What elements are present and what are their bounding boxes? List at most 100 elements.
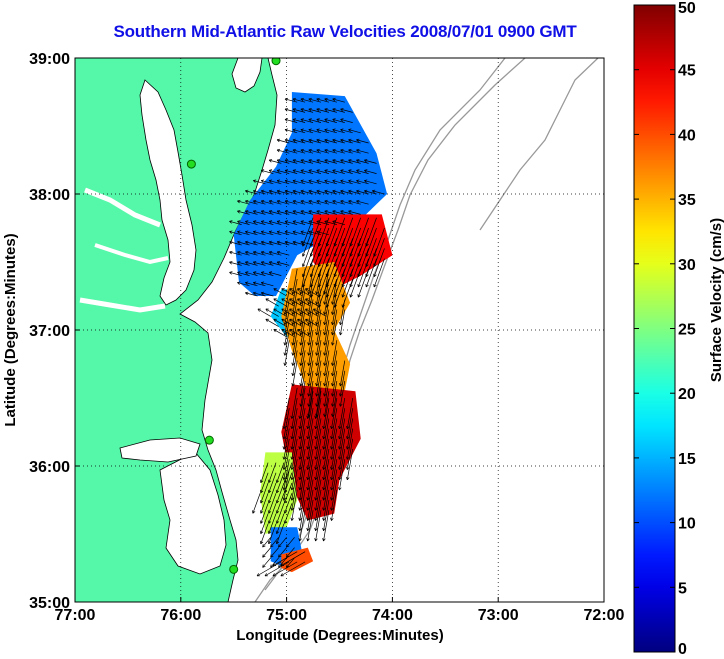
- velocity-arrow: [314, 459, 322, 491]
- velocity-arrow: [253, 240, 266, 246]
- velocity-arrow: [365, 227, 377, 257]
- velocity-arrow: [299, 370, 306, 397]
- velocity-arrow: [345, 428, 354, 460]
- velocity-arrow: [291, 268, 298, 295]
- velocity-arrow: [348, 138, 361, 144]
- velocity-arrow: [309, 227, 322, 257]
- velocity-arrow: [245, 240, 258, 246]
- velocity-arrow: [262, 557, 271, 568]
- velocity-arrow: [297, 298, 311, 307]
- velocity-arrow: [253, 281, 266, 287]
- velocity-arrow: [300, 179, 314, 185]
- velocity-arrow: [356, 138, 369, 144]
- velocity-arrow: [268, 189, 282, 195]
- velocity-arrow: [338, 448, 346, 481]
- velocity-arrow: [299, 309, 306, 336]
- velocity-arrow: [373, 248, 385, 278]
- velocity-arrow: [308, 199, 322, 205]
- velocity-arrow: [307, 319, 314, 346]
- velocity-arrow: [322, 499, 330, 532]
- velocity-arrow: [260, 189, 274, 195]
- velocity-arrow: [298, 387, 306, 419]
- velocity-arrow: [299, 350, 306, 377]
- velocity-arrow: [341, 248, 354, 278]
- velocity-arrow: [283, 329, 290, 356]
- colorbar-tick-label: 25: [678, 322, 696, 339]
- velocity-arrow: [324, 118, 337, 123]
- velocity-arrow: [245, 250, 258, 256]
- velocity-arrow: [292, 118, 306, 123]
- y-tick-label: 35:00: [29, 595, 70, 612]
- velocity-arrow: [339, 370, 346, 397]
- velocity-arrow: [322, 438, 330, 470]
- velocity-arrow: [349, 227, 361, 257]
- velocity-arrow: [245, 210, 258, 215]
- velocity-arrow: [330, 469, 338, 501]
- velocity-arrow: [282, 428, 290, 460]
- velocity-arrow: [349, 238, 361, 267]
- velocity-arrow: [331, 319, 338, 346]
- velocity-arrow: [349, 268, 361, 298]
- velocity-arrow: [333, 238, 346, 267]
- velocity-arrow: [308, 189, 322, 195]
- velocity-arrow: [331, 370, 338, 397]
- velocity-arrow: [245, 271, 258, 276]
- velocity-arrow: [305, 288, 319, 297]
- velocity-arrow: [268, 199, 282, 205]
- velocity-arrow: [345, 397, 354, 430]
- velocity-arrow: [332, 108, 345, 113]
- velocity-arrow: [290, 397, 298, 430]
- colorbar-tick-label: 20: [678, 386, 696, 403]
- velocity-arrow: [267, 513, 277, 534]
- velocity-arrow: [253, 199, 266, 205]
- velocity-arrow: [299, 289, 306, 315]
- velocity-arrow: [322, 418, 330, 450]
- velocity-arrow: [348, 199, 361, 205]
- velocity-arrow: [245, 230, 258, 236]
- velocity-arrow: [270, 537, 279, 548]
- velocity-arrow: [298, 489, 306, 521]
- velocity-arrow: [276, 159, 290, 164]
- velocity-arrow: [348, 169, 361, 174]
- velocity-arrow: [332, 128, 345, 134]
- velocity-arrow: [332, 148, 345, 154]
- velocity-arrow: [341, 227, 354, 257]
- velocity-arrow: [268, 261, 282, 266]
- velocity-arrow: [282, 448, 290, 481]
- velocity-arrow: [270, 547, 279, 558]
- velocity-arrow: [253, 179, 266, 185]
- velocity-arrow: [315, 370, 322, 397]
- velocity-arrow: [314, 469, 322, 501]
- velocity-arrow: [299, 278, 306, 305]
- velocity-arrow: [348, 148, 361, 154]
- velocity-arrow: [281, 298, 295, 307]
- velocity-arrow: [364, 159, 377, 164]
- y-axis-label: Latitude (Degrees:Minutes): [2, 233, 19, 426]
- velocity-arrow: [315, 289, 322, 315]
- velocity-arrow: [309, 238, 322, 267]
- velocity-arrow: [348, 189, 361, 195]
- velocity-arrow: [283, 319, 290, 346]
- velocity-arrow: [357, 248, 369, 278]
- velocity-arrow: [341, 258, 354, 288]
- velocity-arrow: [313, 308, 327, 317]
- velocity-arrow: [306, 428, 314, 460]
- velocity-arrow: [283, 493, 293, 514]
- velocity-arrow: [308, 169, 322, 174]
- velocity-arrow: [314, 479, 322, 511]
- velocity-arrow: [284, 230, 298, 236]
- velocity-arrow: [314, 438, 322, 470]
- velocity-arrow: [315, 278, 322, 305]
- velocity-arrow: [237, 281, 250, 287]
- velocity-arrow: [317, 238, 330, 267]
- velocity-arrow: [365, 258, 377, 288]
- colorbar-tick-label: 5: [678, 580, 687, 597]
- velocity-arrow: [281, 288, 295, 297]
- velocity-arrow: [316, 128, 330, 134]
- velocity-arrow: [298, 459, 306, 491]
- velocity-arrow: [292, 148, 306, 154]
- velocity-arrow: [323, 350, 330, 377]
- velocity-arrow: [301, 238, 314, 267]
- velocity-arrow: [265, 318, 279, 327]
